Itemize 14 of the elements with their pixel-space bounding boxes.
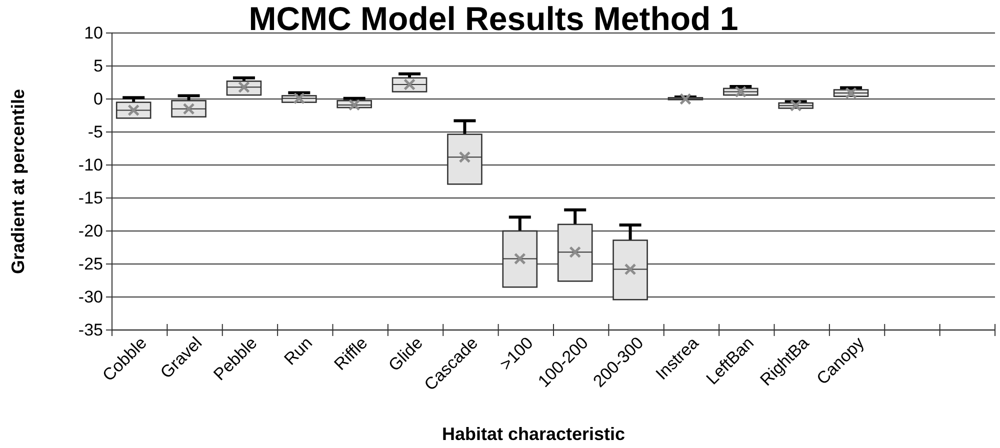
y-tick-label: 10 bbox=[84, 23, 103, 42]
y-tick-label: -35 bbox=[78, 320, 103, 340]
y-tick-label: -15 bbox=[78, 188, 103, 208]
chart-title: MCMC Model Results Method 1 bbox=[248, 0, 738, 37]
y-axis-title: Gradient at percentile bbox=[8, 88, 28, 274]
y-tick-label: 0 bbox=[94, 89, 103, 108]
x-tick-label: Run bbox=[280, 333, 316, 369]
y-tick-label: -5 bbox=[88, 122, 103, 142]
y-tick-label: -25 bbox=[78, 254, 103, 274]
y-tick-label: 5 bbox=[94, 56, 103, 76]
y-tick-label: -20 bbox=[78, 221, 103, 240]
y-tick-label: -30 bbox=[78, 287, 103, 306]
x-axis-title: Habitat characteristic bbox=[442, 424, 626, 444]
y-tick-label: -10 bbox=[78, 155, 103, 174]
